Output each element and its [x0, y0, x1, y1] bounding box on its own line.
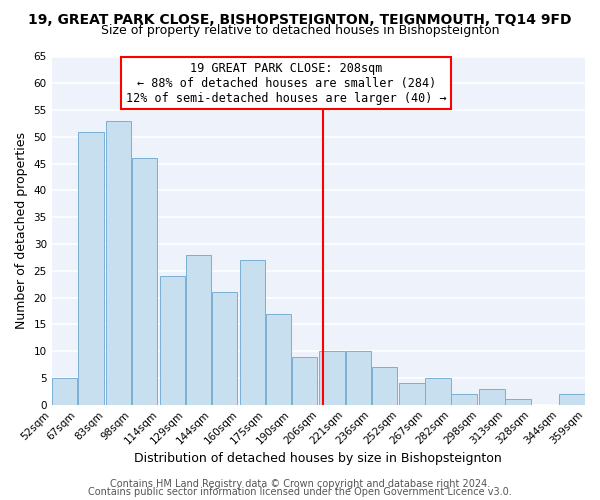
Bar — [160, 276, 185, 404]
Bar — [106, 121, 131, 405]
Bar — [559, 394, 585, 404]
Bar — [505, 400, 531, 404]
Bar — [479, 388, 505, 404]
Bar — [319, 351, 345, 405]
Text: Size of property relative to detached houses in Bishopsteignton: Size of property relative to detached ho… — [101, 24, 499, 37]
Text: 19 GREAT PARK CLOSE: 208sqm
← 88% of detached houses are smaller (284)
12% of se: 19 GREAT PARK CLOSE: 208sqm ← 88% of det… — [126, 62, 446, 104]
Bar — [425, 378, 451, 404]
Bar — [371, 367, 397, 405]
Bar — [400, 384, 425, 404]
Bar — [212, 292, 237, 405]
Bar — [239, 260, 265, 404]
Bar — [185, 254, 211, 404]
Bar — [132, 158, 157, 404]
Bar — [266, 314, 291, 404]
Text: 19, GREAT PARK CLOSE, BISHOPSTEIGNTON, TEIGNMOUTH, TQ14 9FD: 19, GREAT PARK CLOSE, BISHOPSTEIGNTON, T… — [28, 12, 572, 26]
Bar — [346, 351, 371, 405]
Text: Contains public sector information licensed under the Open Government Licence v3: Contains public sector information licen… — [88, 487, 512, 497]
Bar — [451, 394, 477, 404]
X-axis label: Distribution of detached houses by size in Bishopsteignton: Distribution of detached houses by size … — [134, 452, 502, 465]
Bar — [292, 356, 317, 405]
Bar — [78, 132, 104, 404]
Text: Contains HM Land Registry data © Crown copyright and database right 2024.: Contains HM Land Registry data © Crown c… — [110, 479, 490, 489]
Bar — [52, 378, 77, 404]
Y-axis label: Number of detached properties: Number of detached properties — [15, 132, 28, 329]
